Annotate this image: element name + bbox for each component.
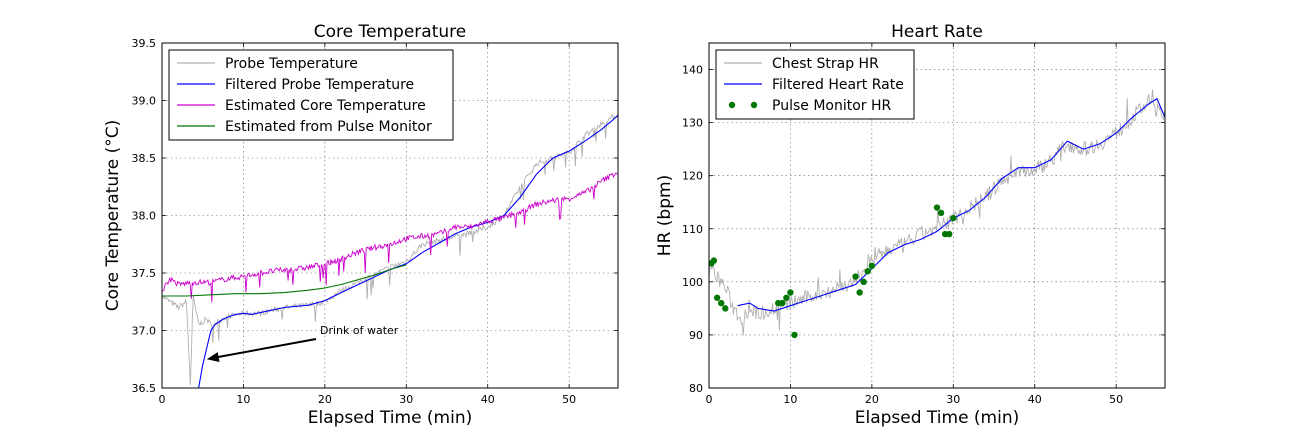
y-axis-label: HR (bpm) [655,175,675,256]
x-tick-label: 40 [1028,393,1042,406]
y-tick-label: 37.5 [132,267,157,280]
data-point [718,299,725,307]
x-axis-label: Elapsed Time (min) [308,408,473,428]
y-tick-label: 120 [682,170,703,183]
data-point [868,262,876,270]
x-tick-label: 0 [159,393,166,406]
data-point [860,278,867,286]
chart-2: 0 10 20 30 40 50 80 90 100 110 120 130 140 Heart Rate… [655,22,1166,428]
x-axis-label: Elapsed Time (min) [855,408,1020,428]
data-point [713,294,721,301]
legend: Probe Temperature Filtered Probe Temperat… [168,49,454,141]
chart-1: 0 10 20 30 40 50 36.5 37.0 37.5 38.0 38.5 39.0 39.5 C… [103,22,619,428]
series-group [709,89,1165,339]
plot-frame [708,42,1166,389]
legend-item: Probe Temperature [177,56,358,72]
data-point [791,331,798,339]
chart-title: Core Temperature [314,22,466,42]
series-line [162,172,618,303]
legend-item: Estimated from Pulse Monitor [177,119,432,135]
legend-item: Filtered Heart Rate [724,77,904,93]
data-point [779,299,786,307]
chart-title: Heart Rate [891,22,983,42]
annotation-label: Drink of water [320,324,399,337]
y-tick-label: 140 [682,64,703,77]
legend-label: Estimated from Pulse Monitor [225,119,432,135]
data-point [937,209,945,217]
legend-label: Filtered Heart Rate [772,77,904,93]
legend-marker [728,101,736,109]
y-tick-label: 80 [689,382,703,395]
legend-item: Chest Strap HR [724,56,879,72]
y-tick-label: 38.0 [132,210,157,223]
data-point [946,230,953,238]
legend-item: Filtered Probe Temperature [177,77,414,93]
annotation-arrow-head [206,352,220,362]
y-tick-label: 37.0 [132,325,157,338]
legend-item: Pulse Monitor HR [728,98,892,114]
data-point [864,268,871,275]
data-point [950,214,957,222]
legend-box [168,49,454,141]
y-tick-label: 38.5 [132,152,157,165]
legend-label: Probe Temperature [225,56,358,72]
series-line [198,115,618,388]
annotation-arrow-shaft [216,338,317,359]
data-point [852,273,859,280]
series-line [162,264,407,297]
x-tick-label: 20 [865,393,879,406]
x-tick-label: 0 [706,393,713,406]
y-tick-label: 90 [689,329,703,342]
data-point [722,305,729,312]
data-point [933,204,941,211]
legend-label: Filtered Probe Temperature [225,77,414,93]
y-tick-label: 39.0 [132,95,157,108]
y-tick-label: 130 [682,117,703,130]
x-tick-label: 10 [783,393,797,406]
y-tick-label: 110 [682,223,703,236]
y-tick-label: 100 [682,276,703,289]
legend-item: Estimated Core Temperature [177,98,426,114]
y-axis-label: Core Temperature (°C) [103,120,123,311]
y-tick-label: 36.5 [132,382,157,395]
data-point [710,257,718,264]
data-point [783,294,790,301]
x-tick-label: 40 [481,393,495,406]
x-tick-label: 50 [562,393,576,406]
legend-marker [750,101,758,109]
x-tick-label: 30 [946,393,960,406]
x-tick-label: 10 [236,393,250,406]
plot-frame [161,42,619,389]
x-tick-label: 30 [399,393,413,406]
series-group [162,113,618,388]
legend-label: Estimated Core Temperature [225,98,426,114]
legend-label: Pulse Monitor HR [772,98,892,114]
x-tick-label: 20 [318,393,332,406]
data-point [787,289,794,296]
legend-label: Chest Strap HR [772,56,879,72]
x-tick-label: 50 [1109,393,1123,406]
data-point [856,289,863,296]
y-tick-label: 39.5 [132,37,157,50]
legend: Chest Strap HR Filtered Heart Rate Pulse M… [715,49,915,120]
